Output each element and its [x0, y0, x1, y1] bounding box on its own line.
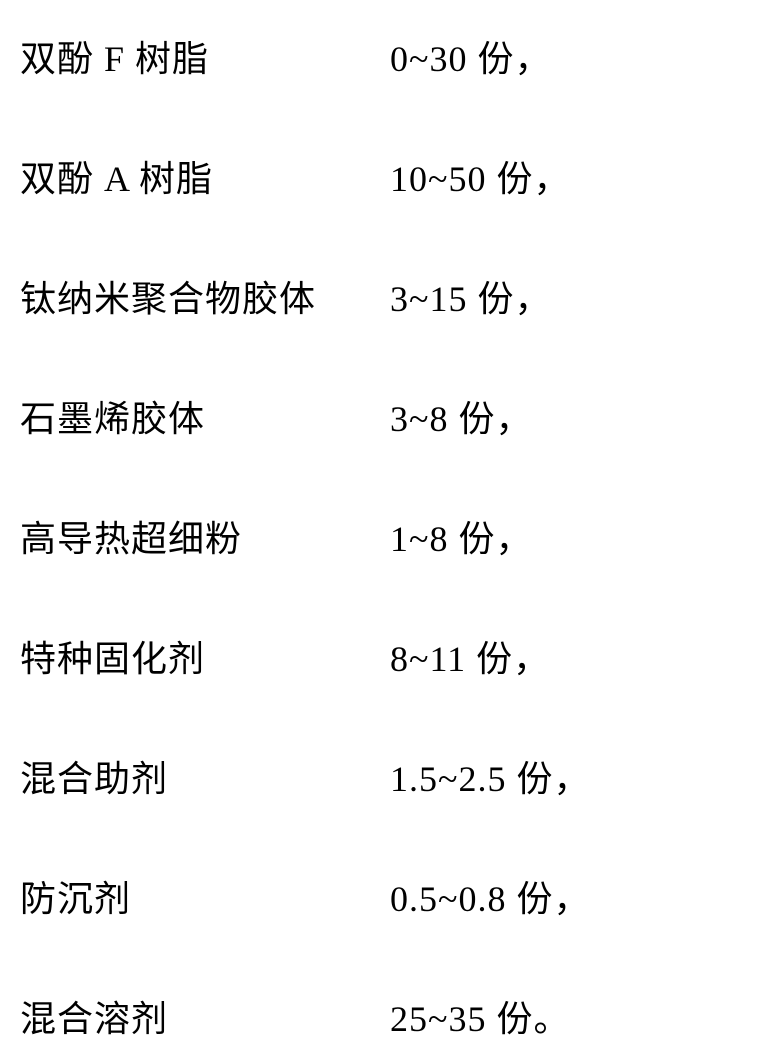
ingredient-value: 3~8 份， [390, 390, 532, 442]
ingredient-name: 双酚 F 树脂 [20, 30, 390, 82]
ingredient-row: 钛纳米聚合物胶体 3~15 份， [20, 270, 762, 322]
ingredient-name: 混合溶剂 [20, 990, 390, 1042]
ingredient-value: 3~15 份， [390, 270, 551, 322]
ingredient-row: 混合助剂 1.5~2.5 份， [20, 750, 762, 802]
ingredient-name: 高导热超细粉 [20, 510, 390, 562]
ingredient-row: 混合溶剂 25~35 份。 [20, 990, 762, 1042]
ingredient-value: 10~50 份， [390, 150, 570, 202]
ingredient-value: 1.5~2.5 份， [390, 750, 590, 802]
ingredient-name: 钛纳米聚合物胶体 [20, 270, 390, 322]
ingredient-row: 石墨烯胶体 3~8 份， [20, 390, 762, 442]
ingredient-row: 特种固化剂 8~11 份， [20, 630, 762, 682]
ingredient-name: 特种固化剂 [20, 630, 390, 682]
ingredient-name: 防沉剂 [20, 870, 390, 922]
ingredient-row: 防沉剂 0.5~0.8 份， [20, 870, 762, 922]
ingredient-value: 0~30 份， [390, 30, 551, 82]
ingredient-row: 高导热超细粉 1~8 份， [20, 510, 762, 562]
ingredient-value: 8~11 份， [390, 630, 550, 682]
ingredient-value: 25~35 份。 [390, 990, 570, 1042]
ingredient-value: 0.5~0.8 份， [390, 870, 590, 922]
ingredient-row: 双酚 A 树脂 10~50 份， [20, 150, 762, 202]
ingredient-value: 1~8 份， [390, 510, 532, 562]
ingredient-name: 混合助剂 [20, 750, 390, 802]
ingredients-list: 双酚 F 树脂 0~30 份， 双酚 A 树脂 10~50 份， 钛纳米聚合物胶… [20, 30, 762, 1042]
ingredient-name: 双酚 A 树脂 [20, 150, 390, 202]
ingredient-row: 双酚 F 树脂 0~30 份， [20, 30, 762, 82]
ingredient-name: 石墨烯胶体 [20, 390, 390, 442]
